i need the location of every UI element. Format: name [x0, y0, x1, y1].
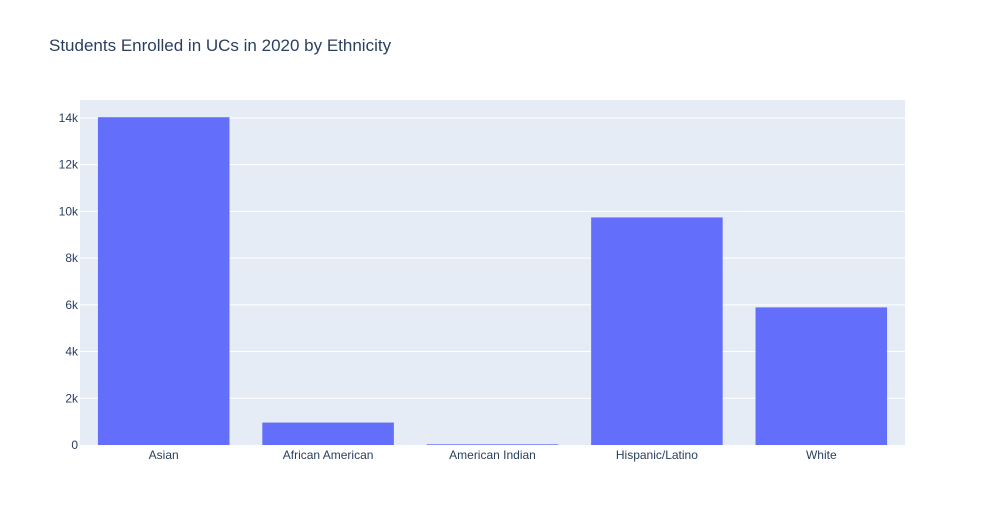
- x-tick-label: American Indian: [449, 448, 536, 462]
- y-tick-label: 2k: [65, 391, 79, 405]
- x-tick-label: African American: [283, 448, 374, 462]
- y-tick-label: 12k: [59, 158, 79, 172]
- x-tick-label: Asian: [149, 448, 179, 462]
- y-tick-label: 6k: [65, 298, 79, 312]
- x-tick-label: White: [806, 448, 837, 462]
- bar-asian[interactable]: [97, 117, 230, 445]
- y-tick-label: 10k: [59, 204, 79, 218]
- x-tick-label: Hispanic/Latino: [616, 448, 698, 462]
- y-tick-label: 14k: [59, 111, 79, 125]
- y-tick-label: 0: [71, 438, 78, 452]
- bar-hispanic-latino[interactable]: [591, 217, 723, 445]
- bars: [97, 117, 888, 445]
- y-tick-label: 8k: [65, 251, 79, 265]
- x-axis-ticks: Asian African American American Indian Hisp…: [149, 448, 837, 462]
- bar-african-american[interactable]: [262, 422, 394, 445]
- bar-american-indian[interactable]: [426, 444, 559, 445]
- chart-title: Students Enrolled in UCs in 2020 by Ethn…: [49, 36, 392, 55]
- y-tick-label: 4k: [65, 345, 79, 359]
- bar-white[interactable]: [755, 307, 888, 445]
- y-axis-ticks: 0 2k 4k 6k 8k 10k 12k 14k: [59, 111, 79, 452]
